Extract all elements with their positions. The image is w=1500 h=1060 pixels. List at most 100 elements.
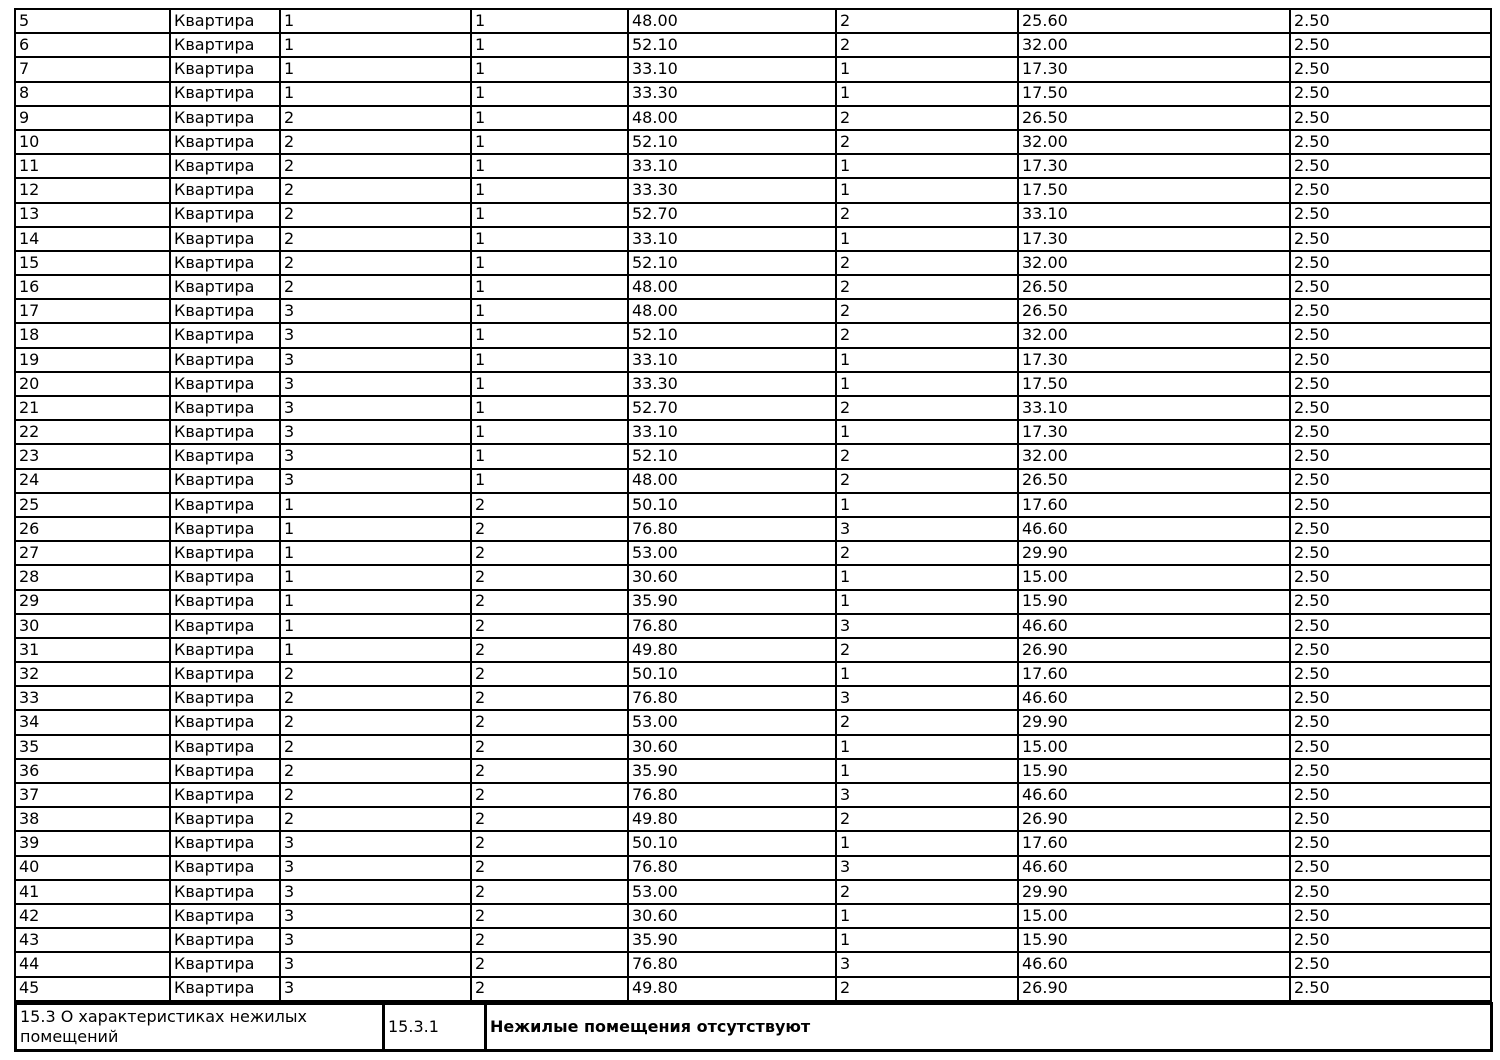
cell-floor: 2 [470,491,629,518]
cell-type: Квартира [169,370,281,398]
cell-number: 41 [14,878,171,905]
cell-rooms: 1 [835,177,1019,204]
cell-type: Квартира [169,709,281,736]
cell-number: 25 [14,491,171,518]
table-row: 8 Квартира 1 1 33.30 1 17.50 2.50 [14,80,1492,107]
cell-type: Квартира [169,128,281,156]
cell-rooms: 2 [835,540,1019,567]
cell-ceiling_height: 2.50 [1289,80,1492,107]
cell-floor: 1 [470,128,629,156]
cell-number: 16 [14,274,171,301]
cell-floor: 2 [470,709,629,736]
table-row: 14 Квартира 2 1 33.10 1 17.30 2.50 [14,225,1492,252]
cell-living_area: 17.50 [1017,177,1291,204]
cell-type: Квартира [169,564,281,591]
cell-total_area: 49.80 [627,636,837,664]
cell-entrance: 1 [279,636,472,664]
table-row: 13 Квартира 2 1 52.70 2 33.10 2.50 [14,201,1492,228]
cell-ceiling_height: 2.50 [1289,515,1492,543]
table-row: 27 Квартира 1 2 53.00 2 29.90 2.50 [14,540,1492,567]
cell-type: Квартира [169,806,281,833]
table-row: 22 Квартира 3 1 33.10 1 17.30 2.50 [14,419,1492,446]
cell-ceiling_height: 2.50 [1289,467,1492,494]
section-value: Нежилые помещения отсутствуют [484,1001,1493,1052]
cell-ceiling_height: 2.50 [1289,128,1492,156]
cell-number: 38 [14,806,171,833]
table-row: 43 Квартира 3 2 35.90 1 15.90 2.50 [14,927,1492,954]
cell-entrance: 3 [279,927,472,954]
cell-ceiling_height: 2.50 [1289,733,1492,760]
cell-type: Квартира [169,612,281,639]
cell-total_area: 76.80 [627,781,837,809]
table-row: 17 Квартира 3 1 48.00 2 26.50 2.50 [14,298,1492,325]
cell-entrance: 1 [279,564,472,591]
cell-ceiling_height: 2.50 [1289,104,1492,131]
cell-total_area: 35.90 [627,757,837,785]
cell-number: 39 [14,830,171,857]
cell-floor: 1 [470,80,629,107]
cell-number: 10 [14,128,171,156]
cell-floor: 2 [470,806,629,833]
cell-floor: 1 [470,201,629,228]
cell-living_area: 17.30 [1017,419,1291,446]
cell-rooms: 1 [835,346,1019,373]
cell-floor: 1 [470,467,629,494]
cell-rooms: 2 [835,7,1019,35]
cell-ceiling_height: 2.50 [1289,927,1492,954]
cell-ceiling_height: 2.50 [1289,540,1492,567]
cell-ceiling_height: 2.50 [1289,491,1492,518]
cell-living_area: 26.50 [1017,274,1291,301]
cell-total_area: 30.60 [627,733,837,760]
table-row: 5 Квартира 1 1 48.00 2 25.60 2.50 [14,7,1492,35]
cell-floor: 1 [470,443,629,470]
cell-total_area: 53.00 [627,709,837,736]
cell-total_area: 48.00 [627,274,837,301]
cell-rooms: 2 [835,467,1019,494]
cell-living_area: 33.10 [1017,394,1291,422]
cell-rooms: 1 [835,153,1019,180]
cell-living_area: 46.60 [1017,685,1291,712]
cell-type: Квартира [169,201,281,228]
table-row: 34 Квартира 2 2 53.00 2 29.90 2.50 [14,709,1492,736]
cell-entrance: 3 [279,322,472,349]
cell-number: 22 [14,419,171,446]
cell-type: Квартира [169,661,281,688]
cell-entrance: 2 [279,709,472,736]
cell-type: Квартира [169,467,281,494]
cell-entrance: 3 [279,298,472,325]
cell-entrance: 1 [279,540,472,567]
cell-rooms: 2 [835,709,1019,736]
cell-rooms: 2 [835,249,1019,277]
cell-number: 6 [14,32,171,59]
cell-entrance: 2 [279,177,472,204]
table-row: 16 Квартира 2 1 48.00 2 26.50 2.50 [14,274,1492,301]
cell-floor: 2 [470,540,629,567]
cell-total_area: 30.60 [627,902,837,930]
cell-living_area: 15.00 [1017,733,1291,760]
cell-number: 45 [14,975,171,1002]
cell-ceiling_height: 2.50 [1289,419,1492,446]
cell-total_area: 52.10 [627,32,837,59]
cell-floor: 2 [470,661,629,688]
cell-floor: 2 [470,854,629,881]
table-row: 20 Квартира 3 1 33.30 1 17.50 2.50 [14,370,1492,398]
cell-living_area: 17.30 [1017,153,1291,180]
table-row: 15 Квартира 2 1 52.10 2 32.00 2.50 [14,249,1492,277]
cell-floor: 2 [470,951,629,978]
cell-total_area: 76.80 [627,951,837,978]
cell-living_area: 26.90 [1017,806,1291,833]
cell-ceiling_height: 2.50 [1289,32,1492,59]
cell-floor: 2 [470,927,629,954]
cell-total_area: 30.60 [627,564,837,591]
cell-ceiling_height: 2.50 [1289,588,1492,615]
cell-rooms: 1 [835,830,1019,857]
cell-entrance: 2 [279,685,472,712]
table-row: 42 Квартира 3 2 30.60 1 15.00 2.50 [14,902,1492,930]
cell-entrance: 3 [279,443,472,470]
cell-type: Квартира [169,56,281,83]
cell-rooms: 2 [835,104,1019,131]
cell-total_area: 33.10 [627,419,837,446]
section-code: 15.3.1 [382,1001,487,1052]
cell-rooms: 2 [835,201,1019,228]
cell-total_area: 35.90 [627,588,837,615]
